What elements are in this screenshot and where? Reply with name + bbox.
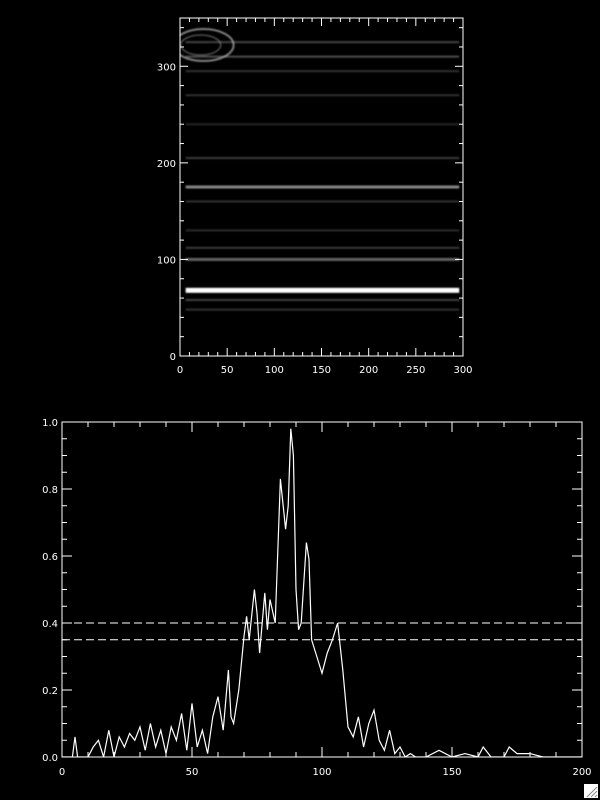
image-band: [185, 94, 460, 97]
profile-x-tick-label: 100: [312, 767, 331, 778]
image-x-tick-label: 300: [453, 365, 472, 376]
profile-axes-frame: [61, 421, 583, 758]
image-x-tick-label: 0: [177, 365, 183, 376]
profile-ticks: 0 50 100 150 200 0.0 0.2 0.4 0.6 0.8 1.0: [42, 418, 591, 778]
image-band: [185, 70, 460, 73]
image-y-tick-label: 100: [157, 255, 176, 266]
profile-line-plot: 0 50 100 150 200 0.0 0.2 0.4 0.6 0.8 1.0: [42, 418, 591, 778]
profile-y-tick-label: 1.0: [42, 418, 58, 429]
image-band: [185, 157, 460, 160]
image-band: [185, 257, 460, 261]
image-band: [185, 200, 460, 203]
image-y-tick-label: 300: [157, 62, 176, 73]
profile-x-tick-label: 50: [186, 767, 199, 778]
resize-grip-icon[interactable]: [584, 784, 598, 798]
image-y-tick-label: 200: [157, 159, 176, 170]
image-x-tick-label: 250: [406, 365, 425, 376]
image-x-tick-label: 200: [359, 365, 378, 376]
image-band: [185, 185, 460, 189]
profile-y-tick-label: 0.0: [42, 753, 58, 764]
image-x-tick-label: 150: [312, 365, 331, 376]
image-band: [185, 246, 460, 249]
profile-x-tick-label: 0: [59, 767, 65, 778]
image-band: [185, 287, 460, 293]
profile-y-tick-label: 0.4: [42, 619, 58, 630]
image-band: [185, 41, 460, 44]
image-band: [185, 123, 460, 126]
intensity-image-plot: 0 50 100 150 200 250 300 0 100 200 300: [157, 17, 473, 376]
profile-y-tick-label: 0.6: [42, 552, 58, 563]
image-band: [185, 308, 460, 311]
image-ticks: 0 50 100 150 200 250 300 0 100 200 300: [157, 18, 473, 376]
arc-feature-inner: [180, 34, 222, 56]
intensity-image: [180, 28, 460, 311]
profile-series-line: [62, 428, 582, 757]
image-band: [185, 298, 460, 301]
profile-y-tick-label: 0.8: [42, 485, 58, 496]
arc-feature: [180, 28, 235, 63]
profile-x-tick-label: 150: [442, 767, 461, 778]
profile-x-tick-label: 200: [572, 767, 591, 778]
image-band: [185, 229, 460, 232]
image-y-tick-label: 0: [170, 352, 176, 363]
profile-y-tick-label: 0.2: [42, 686, 58, 697]
image-band: [185, 55, 460, 58]
image-x-tick-label: 50: [221, 365, 234, 376]
image-x-tick-label: 100: [265, 365, 284, 376]
